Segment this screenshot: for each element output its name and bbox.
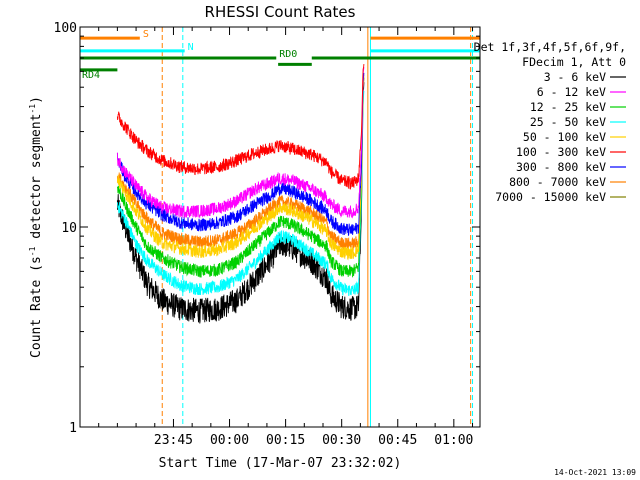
footer-timestamp: 14-Oct-2021 13:09	[554, 468, 636, 477]
y-tick-label: 10	[61, 221, 77, 236]
legend-entry-label: 6 - 12 keV	[537, 85, 606, 99]
x-tick-label: 01:00	[434, 433, 473, 448]
x-tick-label: 00:30	[322, 433, 361, 448]
x-tick-label: 00:15	[266, 433, 305, 448]
flag-bar-label: N	[188, 42, 194, 53]
axes: 23:45 00:00 00:15 00:30 00:45 01:00 1 10 100	[54, 21, 480, 448]
series-line	[116, 82, 365, 324]
y-label-exp: -1	[28, 104, 37, 114]
legend-entry-label: 7000 - 15000 keV	[495, 190, 606, 204]
y-tick-label: 100	[54, 21, 77, 36]
series-line	[116, 67, 365, 219]
x-tick-label: 00:45	[378, 433, 417, 448]
legend-entry-label: 3 - 6 keV	[544, 70, 606, 84]
plot-frame	[79, 26, 481, 428]
chart-title: RHESSI Count Rates	[205, 3, 356, 21]
y-label-exp: -1	[28, 246, 37, 256]
y-label-part: detector segment	[29, 114, 44, 247]
series-line	[116, 77, 365, 278]
legend-entry-label: 800 - 7000 keV	[509, 175, 606, 189]
x-tick-label: 23:45	[154, 433, 193, 448]
legend-entry-label: 25 - 50 keV	[530, 115, 606, 129]
series-line	[116, 90, 365, 297]
flag-bar-label: S	[143, 29, 149, 40]
series-line	[116, 72, 365, 237]
series-lines	[116, 64, 365, 324]
legend-entry-label: 300 - 800 keV	[516, 160, 606, 174]
flag-bar-label: RD4	[82, 70, 100, 81]
series-line	[116, 77, 365, 252]
flag-bar-label: RD0	[279, 49, 297, 60]
legend-entry-label: 12 - 25 keV	[530, 100, 606, 114]
x-tick-label: 00:00	[210, 433, 249, 448]
series-line	[116, 74, 365, 261]
y-tick-label: 1	[69, 421, 77, 436]
legend-entry-label: 50 - 100 keV	[523, 130, 606, 144]
y-label-part: )	[29, 96, 44, 104]
flag-bars: S N RD0 RD4	[80, 29, 480, 81]
legend-header: Det 1f,3f,4f,5f,6f,9f,	[474, 40, 626, 54]
legend-entry-label: 100 - 300 keV	[516, 145, 606, 159]
y-axis-label: Count Rate (s-1 detector segment-1)	[28, 96, 44, 358]
x-axis-label: Start Time (17-Mar-07 23:32:02)	[159, 456, 402, 471]
legend: Det 1f,3f,4f,5f,6f,9f,FDecim 1, Att 03 -…	[474, 40, 626, 204]
series-line	[116, 64, 365, 190]
legend-header: FDecim 1, Att 0	[522, 55, 626, 69]
y-label-part: Count Rate (s	[29, 256, 44, 358]
